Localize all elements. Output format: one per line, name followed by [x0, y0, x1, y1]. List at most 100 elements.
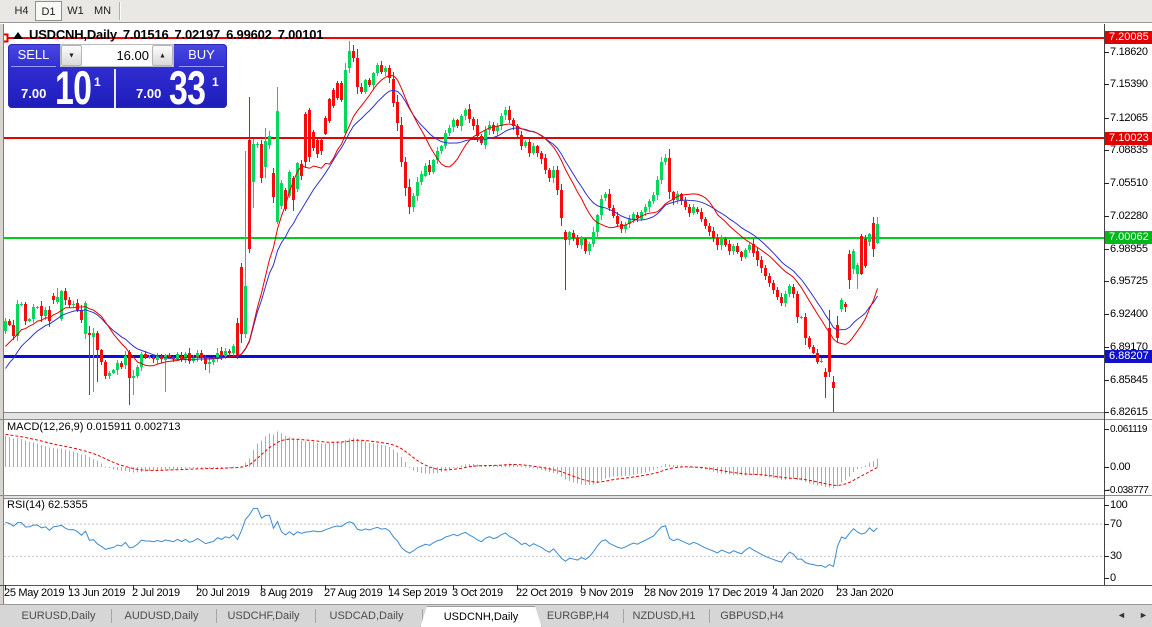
tab-separator: [216, 609, 217, 623]
date-label: 25 May 2019: [4, 587, 65, 599]
chart-title-open: 7.01516: [122, 27, 169, 42]
chart-title-symbol: USDCNH,Daily: [29, 27, 117, 42]
tab-separator: [315, 609, 316, 623]
date-label: 4 Jan 2020: [772, 587, 824, 599]
macd-signal-line: [5, 433, 878, 486]
volume-decrease-button[interactable]: ▼: [61, 45, 82, 66]
price-scale-label-6.95725: 6.95725: [1110, 275, 1148, 288]
chart-background: [4, 24, 1152, 603]
macd-histogram: [5, 431, 878, 489]
date-label: 9 Nov 2019: [580, 587, 634, 599]
price-scale-label-6.98955: 6.98955: [1110, 242, 1148, 255]
tab-eurgbp-h4[interactable]: EURGBP,H4: [546, 610, 610, 622]
chart-title-close: 7.00101: [277, 27, 324, 42]
tab-separator: [709, 609, 710, 623]
one-click-trading-panel: SELL ▼ ▲ BUY 7.00 10 1 7.00 33 1: [8, 44, 227, 108]
sell-button[interactable]: SELL: [8, 44, 59, 67]
ma-slow-line: [5, 89, 878, 369]
chart-title-low: 6.99602: [226, 27, 272, 42]
price-scale-label-6.85845: 6.85845: [1110, 373, 1148, 386]
volume-increase-button[interactable]: ▲: [152, 45, 173, 66]
price-badge-7.20085: 7.20085: [1105, 31, 1152, 44]
timeframe-button-h4[interactable]: H4: [14, 5, 29, 17]
rsi-scale-label-0: 0: [1110, 572, 1116, 584]
tab-nzdusd-h1[interactable]: NZDUSD,H1: [632, 610, 696, 622]
rsi-label: RSI(14) 62.5355: [7, 499, 88, 511]
window-left-border: [3, 24, 4, 604]
symbol-triangle-icon: [13, 32, 23, 39]
price-badge-7.10023: 7.10023: [1105, 131, 1152, 145]
chart-tab-bar: ◄ ► EURUSD,Daily AUDUSD,Daily USDCHF,Daily…: [0, 604, 1152, 627]
tabs-scroll-right-icon[interactable]: ►: [1139, 610, 1148, 620]
rsi-line: [5, 507, 878, 569]
buy-price-main: 7.00: [136, 86, 162, 101]
macd-label: MACD(12,26,9) 0.015911 0.002713: [7, 421, 181, 433]
candles: [4, 41, 879, 412]
tab-audusd-daily[interactable]: AUDUSD,Daily: [124, 610, 199, 622]
volume-input[interactable]: [83, 45, 153, 66]
price-scale-label-6.82615: 6.82615: [1110, 406, 1148, 419]
hline-handle[interactable]: [1, 33, 9, 43]
date-label: 2 Jul 2019: [132, 587, 180, 599]
date-label: 14 Sep 2019: [388, 587, 448, 599]
tab-separator: [422, 609, 423, 623]
price-scale-label-6.92400: 6.92400: [1110, 308, 1148, 321]
tab-eurusd-daily[interactable]: EURUSD,Daily: [21, 610, 96, 622]
price-scale-label-7.12065: 7.12065: [1110, 111, 1148, 124]
ma-fast-line: [5, 75, 878, 367]
tabs-scroll-left-icon[interactable]: ◄: [1117, 610, 1126, 620]
sell-price-point: 1: [94, 75, 101, 89]
price-scale-label-7.08835: 7.08835: [1110, 144, 1148, 156]
chart-title-high: 7.02197: [174, 27, 221, 42]
tab-separator: [111, 609, 112, 623]
date-label: 8 Aug 2019: [260, 587, 313, 599]
date-label: 20 Jul 2019: [196, 587, 250, 599]
volume-box: ▼ ▲: [60, 44, 174, 67]
rsi-scale-label-100: 100: [1110, 499, 1128, 511]
date-label: 17 Dec 2019: [708, 587, 768, 599]
macd-panel: [5, 431, 878, 489]
price-scale-label-6.89170: 6.89170: [1110, 340, 1148, 353]
price-scale-label-7.15390: 7.15390: [1110, 78, 1148, 91]
tab-gbpusd-h4[interactable]: GBPUSD,H4: [720, 610, 784, 622]
date-label: 23 Jan 2020: [836, 587, 894, 599]
date-label: 27 Aug 2019: [324, 587, 383, 599]
caret-down-icon: ▼: [68, 52, 75, 59]
timeframe-button-d1[interactable]: D1: [35, 1, 62, 21]
sell-price-main: 7.00: [21, 86, 47, 101]
rsi-panel: [4, 507, 1104, 569]
chart-title: USDCNH,Daily 7.01516 7.02197 6.99602 7.00101: [13, 28, 323, 41]
buy-button[interactable]: BUY: [176, 44, 227, 67]
toolbar-separator: [119, 2, 121, 20]
date-label: 22 Oct 2019: [516, 587, 573, 599]
date-label: 3 Oct 2019: [452, 587, 503, 599]
buy-price-point: 1: [212, 75, 219, 89]
price-scale-label-7.05510: 7.05510: [1110, 177, 1148, 190]
macd-scale-label-0.061119: 0.061119: [1110, 424, 1148, 436]
rsi-scale-label-30: 30: [1110, 549, 1122, 562]
date-label: 13 Jun 2019: [68, 587, 126, 599]
buy-price-pips: 33: [169, 61, 206, 108]
tab-separator: [623, 609, 624, 623]
caret-up-icon: ▲: [159, 52, 166, 59]
sell-price-pips: 10: [55, 61, 92, 108]
timeframe-button-w1[interactable]: W1: [67, 5, 84, 17]
macd-scale-label--0.038777: -0.038777: [1107, 485, 1149, 496]
timeframe-toolbar: H4 D1 W1 MN: [0, 0, 1152, 23]
sell-price[interactable]: 7.00 10 1: [8, 61, 116, 108]
price-scale-label-7.18620: 7.18620: [1110, 46, 1148, 59]
rsi-scale-label-70: 70: [1110, 517, 1122, 530]
tab-usdchf-daily[interactable]: USDCHF,Daily: [227, 610, 300, 622]
buy-price[interactable]: 7.00 33 1: [118, 61, 226, 108]
window-left-edge: [0, 24, 3, 604]
price-scale-label-7.02280: 7.02280: [1110, 209, 1148, 222]
price-badge-7.00062: 7.00062: [1105, 231, 1152, 245]
axis-ticks: [5, 52, 1109, 589]
tab-usdcad-daily[interactable]: USDCAD,Daily: [329, 610, 404, 622]
timeframe-button-mn[interactable]: MN: [93, 5, 112, 17]
macd-scale-label-0.00: 0.00: [1110, 461, 1131, 473]
price-badge-6.88207: 6.88207: [1105, 349, 1152, 363]
date-label: 28 Nov 2019: [644, 587, 704, 599]
price-panel: [1, 33, 1104, 412]
